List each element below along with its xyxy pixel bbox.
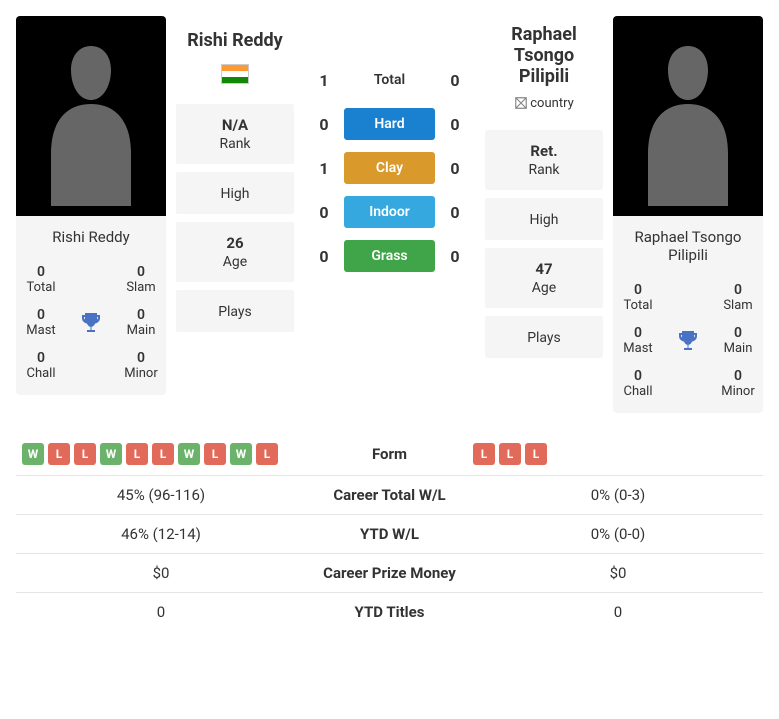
player2-flag: country: [485, 95, 603, 122]
silhouette-icon: [638, 26, 738, 206]
player2-form: LLL: [473, 443, 763, 465]
player1-trophy-grid: 0Total 0Slam 0Mast 0Main 0Chall 0Minor: [16, 258, 166, 395]
head-to-head-panel: Rishi Reddy 0Total 0Slam 0Mast 0Main 0Ch…: [16, 16, 763, 413]
player1-name: Rishi Reddy: [16, 216, 166, 258]
compare-p1-value: 45% (96-116): [16, 486, 306, 504]
player2-age: 47Age: [485, 248, 603, 308]
player2-rank: Ret.Rank: [485, 130, 603, 190]
form-row: WLLWLLWLWL Form LLL: [16, 433, 763, 476]
h2h-surface-column: 1 Total 0 0 Hard 0 1 Clay 0 0 Indoor 0 0…: [304, 64, 475, 272]
trophy-icon: [663, 276, 713, 405]
win-badge: W: [178, 443, 200, 465]
player2-high: High: [485, 198, 603, 240]
win-badge: W: [100, 443, 122, 465]
player1-rank: N/ARank: [176, 104, 294, 164]
player1-card: Rishi Reddy 0Total 0Slam 0Mast 0Main 0Ch…: [16, 16, 166, 395]
player2-title[interactable]: Raphael Tsongo Pilipili: [485, 16, 603, 95]
loss-badge: L: [256, 443, 278, 465]
compare-p2-value: 0% (0-3): [473, 486, 763, 504]
compare-label: YTD Titles: [306, 603, 473, 621]
player1-info-column: Rishi Reddy N/ARank High 26Age Plays: [176, 16, 294, 332]
player2-plays: Plays: [485, 316, 603, 358]
h2h-clay: 1 Clay 0: [312, 152, 467, 184]
compare-row: $0Career Prize Money$0: [16, 554, 763, 593]
flag-icon: [221, 64, 249, 84]
compare-p2-value: $0: [473, 564, 763, 582]
loss-badge: L: [74, 443, 96, 465]
player2-trophy-grid: 0Total 0Slam 0Mast 0Main 0Chall 0Minor: [613, 276, 763, 413]
loss-badge: L: [473, 443, 495, 465]
h2h-hard: 0 Hard 0: [312, 108, 467, 140]
player1-flag: [176, 64, 294, 96]
h2h-grass: 0 Grass 0: [312, 240, 467, 272]
compare-row: 0YTD Titles0: [16, 593, 763, 631]
loss-badge: L: [152, 443, 174, 465]
trophy-icon: [66, 258, 116, 387]
player2-photo: [613, 16, 763, 216]
player1-high: High: [176, 172, 294, 214]
loss-badge: L: [126, 443, 148, 465]
silhouette-icon: [41, 26, 141, 206]
form-label: Form: [306, 445, 473, 463]
compare-p1-value: $0: [16, 564, 306, 582]
broken-image-icon: country: [514, 96, 574, 111]
player1-photo: [16, 16, 166, 216]
h2h-total: 1 Total 0: [312, 64, 467, 96]
compare-p1-value: 0: [16, 603, 306, 621]
player2-info-column: Raphael Tsongo Pilipili country Ret.Rank…: [485, 16, 603, 358]
player1-age: 26Age: [176, 222, 294, 282]
loss-badge: L: [48, 443, 70, 465]
compare-p1-value: 46% (12-14): [16, 525, 306, 543]
player1-title[interactable]: Rishi Reddy: [176, 16, 294, 64]
compare-label: Career Prize Money: [306, 564, 473, 582]
comparison-table: WLLWLLWLWL Form LLL 45% (96-116)Career T…: [16, 433, 763, 631]
loss-badge: L: [499, 443, 521, 465]
win-badge: W: [230, 443, 252, 465]
player1-form: WLLWLLWLWL: [16, 443, 306, 465]
compare-p2-value: 0: [473, 603, 763, 621]
player2-name: Raphael Tsongo Pilipili: [613, 216, 763, 276]
player2-card: Raphael Tsongo Pilipili 0Total 0Slam 0Ma…: [613, 16, 763, 413]
compare-p2-value: 0% (0-0): [473, 525, 763, 543]
h2h-indoor: 0 Indoor 0: [312, 196, 467, 228]
loss-badge: L: [525, 443, 547, 465]
win-badge: W: [22, 443, 44, 465]
player1-plays: Plays: [176, 290, 294, 332]
loss-badge: L: [204, 443, 226, 465]
compare-label: Career Total W/L: [306, 486, 473, 504]
compare-row: 46% (12-14)YTD W/L0% (0-0): [16, 515, 763, 554]
compare-label: YTD W/L: [306, 525, 473, 543]
compare-row: 45% (96-116)Career Total W/L0% (0-3): [16, 476, 763, 515]
